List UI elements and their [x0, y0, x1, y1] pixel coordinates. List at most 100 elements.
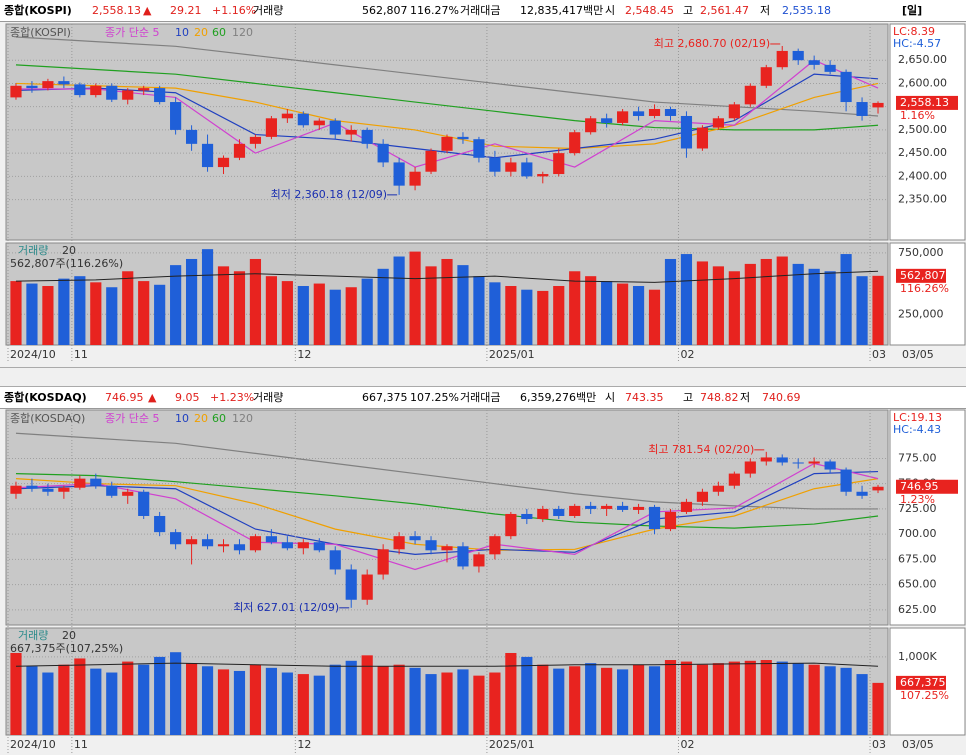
- y-tick-label: 725.00: [898, 502, 937, 515]
- candle-body: [393, 536, 405, 550]
- legend-name: 종합(KOSPI): [10, 26, 71, 39]
- volume-bar: [632, 664, 645, 735]
- volume-axis: [889, 242, 966, 346]
- candle-body: [297, 542, 309, 549]
- volume-bar: [329, 664, 341, 735]
- candle-body: [664, 109, 677, 116]
- low-note: 최저 627.01 (12/09): [233, 601, 339, 614]
- last-price-box: [896, 479, 958, 494]
- candle-body: [441, 136, 453, 151]
- volume-bar: [505, 652, 517, 735]
- volume-bar: [553, 668, 565, 735]
- last-pct: 1.16%: [900, 109, 935, 122]
- pct: +1.16%: [212, 4, 257, 17]
- volume-bar: [122, 271, 134, 345]
- volume-bar: [329, 289, 341, 345]
- pct: +1.23%: [210, 391, 255, 404]
- y-tick-label: 2,400.00: [898, 169, 947, 182]
- price: 2,558.13: [92, 4, 141, 17]
- volume-bar: [824, 271, 836, 345]
- last-volume-pct: 107.25%: [900, 689, 949, 702]
- volume-bar: [840, 254, 852, 345]
- moving-average: [15, 478, 879, 551]
- candle-body: [872, 486, 884, 491]
- volume-bar: [441, 258, 453, 345]
- volume-bar: [824, 666, 836, 735]
- y-tick-label: 1,000K: [898, 650, 937, 663]
- volume-bar: [632, 286, 645, 345]
- volume-bar: [170, 265, 182, 345]
- volume-bar: [457, 669, 469, 735]
- price-axis: [889, 23, 966, 241]
- volume-bar: [361, 655, 373, 735]
- high-label: 고: [683, 4, 694, 17]
- legend-ma: 10: [175, 26, 189, 39]
- volume-bar: [569, 271, 581, 345]
- low-label: 저: [760, 4, 771, 17]
- volume-bar: [42, 672, 54, 735]
- candle-body: [505, 162, 517, 172]
- volume-bar: [233, 670, 246, 735]
- volume-bar: [585, 663, 597, 735]
- candle-body: [585, 118, 597, 133]
- candle-body: [696, 127, 709, 149]
- last-volume-box: [896, 675, 946, 690]
- candle-body: [457, 136, 469, 140]
- candle-body: [58, 81, 70, 85]
- volume-bar: [648, 666, 661, 735]
- price-axis: [889, 409, 966, 626]
- volume-bar: [521, 656, 533, 735]
- volume-bar: [393, 256, 405, 345]
- candle-body: [138, 88, 150, 91]
- y-tick-label: 2,500.00: [898, 123, 947, 136]
- candle-body: [473, 139, 485, 158]
- volume-bar: [617, 669, 629, 735]
- candle-body: [345, 129, 357, 135]
- legend-name: 종합(KOSDAQ): [10, 412, 85, 425]
- volume-bar: [345, 660, 357, 735]
- axis-date: 03/05: [902, 738, 934, 751]
- date-label: 2025/01: [489, 738, 535, 751]
- amt: 12,835,417백만: [520, 4, 604, 17]
- volume-bar: [792, 663, 804, 735]
- candle-body: [345, 569, 357, 600]
- low: 740.69: [762, 391, 801, 404]
- candle-body: [425, 540, 437, 551]
- candle-body: [728, 473, 740, 486]
- volume-bar: [106, 287, 118, 345]
- volume-bar: [792, 263, 804, 345]
- candle-body: [122, 491, 134, 496]
- open-label: 시: [605, 4, 616, 17]
- volume-bar: [313, 283, 325, 345]
- candle-body: [233, 544, 246, 551]
- volume-bar: [106, 672, 118, 735]
- volume-bar: [664, 258, 677, 345]
- candle-body: [617, 111, 629, 123]
- scrollbar[interactable]: [0, 367, 966, 387]
- volume-bar: [345, 287, 357, 345]
- last-volume-pct: 116.26%: [900, 282, 949, 295]
- moving-average: [15, 472, 879, 529]
- candle-body: [680, 115, 693, 149]
- legend-ma: 20: [194, 412, 208, 425]
- change: 9.05: [175, 391, 200, 404]
- volume-bar: [281, 281, 293, 345]
- volume-bar: [840, 667, 852, 735]
- candle-body: [10, 85, 22, 98]
- price-plot: [5, 409, 889, 626]
- volume-bar: [265, 276, 277, 345]
- legend-ma: 120: [232, 412, 253, 425]
- volume-bar: [297, 674, 309, 735]
- candle-body: [840, 71, 852, 103]
- volume-bar: [712, 663, 724, 735]
- candle-body: [42, 81, 54, 89]
- candle-body: [106, 485, 118, 496]
- kospi-header: 종합(KOSPI) 2,558.13 ▲ 29.21 +1.16% 거래량 56…: [0, 0, 966, 22]
- candle-body: [217, 544, 230, 547]
- vol-label: 거래량: [253, 4, 284, 17]
- moving-average: [15, 432, 879, 510]
- period-button[interactable]: [일]: [902, 4, 923, 17]
- volume-bar: [808, 268, 820, 345]
- moving-average: [15, 82, 879, 150]
- price: 746.95: [105, 391, 144, 404]
